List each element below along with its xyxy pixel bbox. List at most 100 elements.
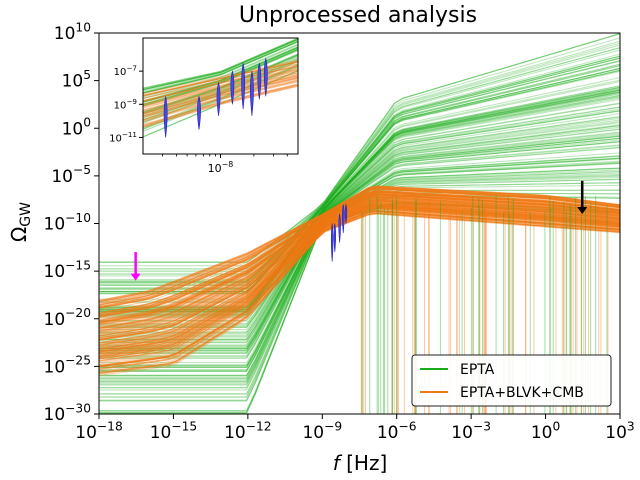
series-line: [99, 207, 620, 360]
inset-series-line: [143, 58, 298, 121]
series-line: [99, 206, 620, 358]
series-line: [99, 152, 620, 364]
y-tick-label: 1010: [54, 20, 91, 44]
series-line: [99, 57, 620, 284]
inset-violin: [257, 63, 262, 100]
series-line: [99, 209, 620, 365]
series-line: [99, 117, 620, 335]
series-line: [99, 206, 620, 356]
series-line: [99, 192, 620, 398]
series-line: [99, 86, 620, 308]
series-line: [99, 187, 620, 308]
series-line: [99, 193, 620, 324]
series-line: [99, 155, 620, 366]
series-line: [99, 185, 620, 303]
series-line: [99, 208, 620, 364]
series-line: [99, 128, 620, 343]
series-line: [99, 204, 620, 354]
series-line: [99, 201, 620, 345]
inset-series-line: [143, 85, 298, 128]
inset-violin: [197, 95, 201, 130]
series-line: [99, 197, 620, 334]
inset-y-tick-label: 10−9: [114, 97, 138, 112]
inset-series-line: [143, 43, 298, 98]
series-line: [99, 134, 620, 349]
inset-series-line: [143, 61, 298, 97]
series-line: [99, 57, 620, 284]
series-line: [99, 137, 620, 351]
inset-series-line: [143, 84, 298, 127]
inset-series-line: [143, 85, 298, 129]
series-line: [99, 201, 620, 412]
series-line: [99, 192, 620, 322]
inset-series-line: [143, 70, 298, 138]
series-line: [99, 173, 620, 382]
inset-series-line: [143, 67, 298, 105]
series-line: [99, 212, 620, 374]
inset-series-line: [143, 70, 298, 108]
series-line: [99, 190, 620, 316]
inset-series-line: [143, 54, 298, 114]
series-line: [99, 135, 620, 349]
inset-series-line: [143, 65, 298, 102]
inset-series-line: [143, 59, 298, 121]
series-line: [99, 160, 620, 371]
series-line: [99, 33, 620, 263]
series-line: [99, 194, 620, 326]
series-line: [99, 69, 620, 294]
series-line: [99, 202, 620, 346]
series-line: [99, 89, 620, 311]
series-line: [99, 162, 620, 372]
inset-y-tick-label-base: 10: [114, 100, 127, 111]
inset-series-line: [143, 55, 298, 115]
series-line: [99, 200, 620, 341]
series-line: [99, 65, 620, 290]
series-line: [99, 191, 620, 317]
series-line: [99, 196, 620, 332]
series-line: [99, 42, 620, 271]
series-line: [99, 126, 620, 342]
series-line: [99, 103, 620, 322]
legend-label: EPTA: [460, 362, 495, 378]
series-line: [99, 194, 620, 327]
inset-violin: [163, 96, 168, 138]
series-line: [99, 47, 620, 275]
y-tick-label: 100: [62, 116, 91, 140]
series-line: [99, 194, 620, 326]
y-tick-label-exp: 5: [83, 68, 91, 82]
x-tick-label: 10−9: [302, 419, 342, 443]
series-line: [99, 169, 620, 378]
series-line: [99, 167, 620, 377]
inset-series-line: [143, 80, 298, 122]
series-line: [99, 196, 620, 331]
series-line: [99, 204, 620, 352]
series-line: [99, 85, 620, 307]
series-line: [99, 192, 620, 320]
series-line: [99, 185, 620, 301]
inset-series-line: [143, 56, 298, 117]
inset-series-line: [143, 77, 298, 118]
series-line: [99, 207, 620, 359]
series-line: [99, 209, 620, 367]
inset-series-line: [143, 65, 298, 102]
series-line: [99, 186, 620, 304]
series-line: [99, 200, 620, 341]
series-line: [99, 91, 620, 313]
annotation-arrow-magenta-head: [130, 273, 141, 281]
legend-box: [411, 354, 612, 407]
series-line: [99, 194, 620, 402]
series-line: [99, 188, 620, 309]
inset-y-tick-label-exp: −9: [126, 97, 137, 106]
series-line: [99, 200, 620, 342]
series-line: [99, 106, 620, 325]
series-line: [99, 141, 620, 354]
series-line: [99, 186, 620, 304]
inset-series-line: [143, 61, 298, 97]
inset-series-line: [143, 63, 298, 99]
series-line: [99, 182, 620, 389]
legend: EPTA EPTA+BLVK+CMB: [411, 354, 612, 407]
annotation-arrow-black-head: [577, 206, 588, 214]
inset-series-line: [143, 57, 298, 119]
series-line: [99, 206, 620, 358]
series-line: [99, 195, 620, 329]
